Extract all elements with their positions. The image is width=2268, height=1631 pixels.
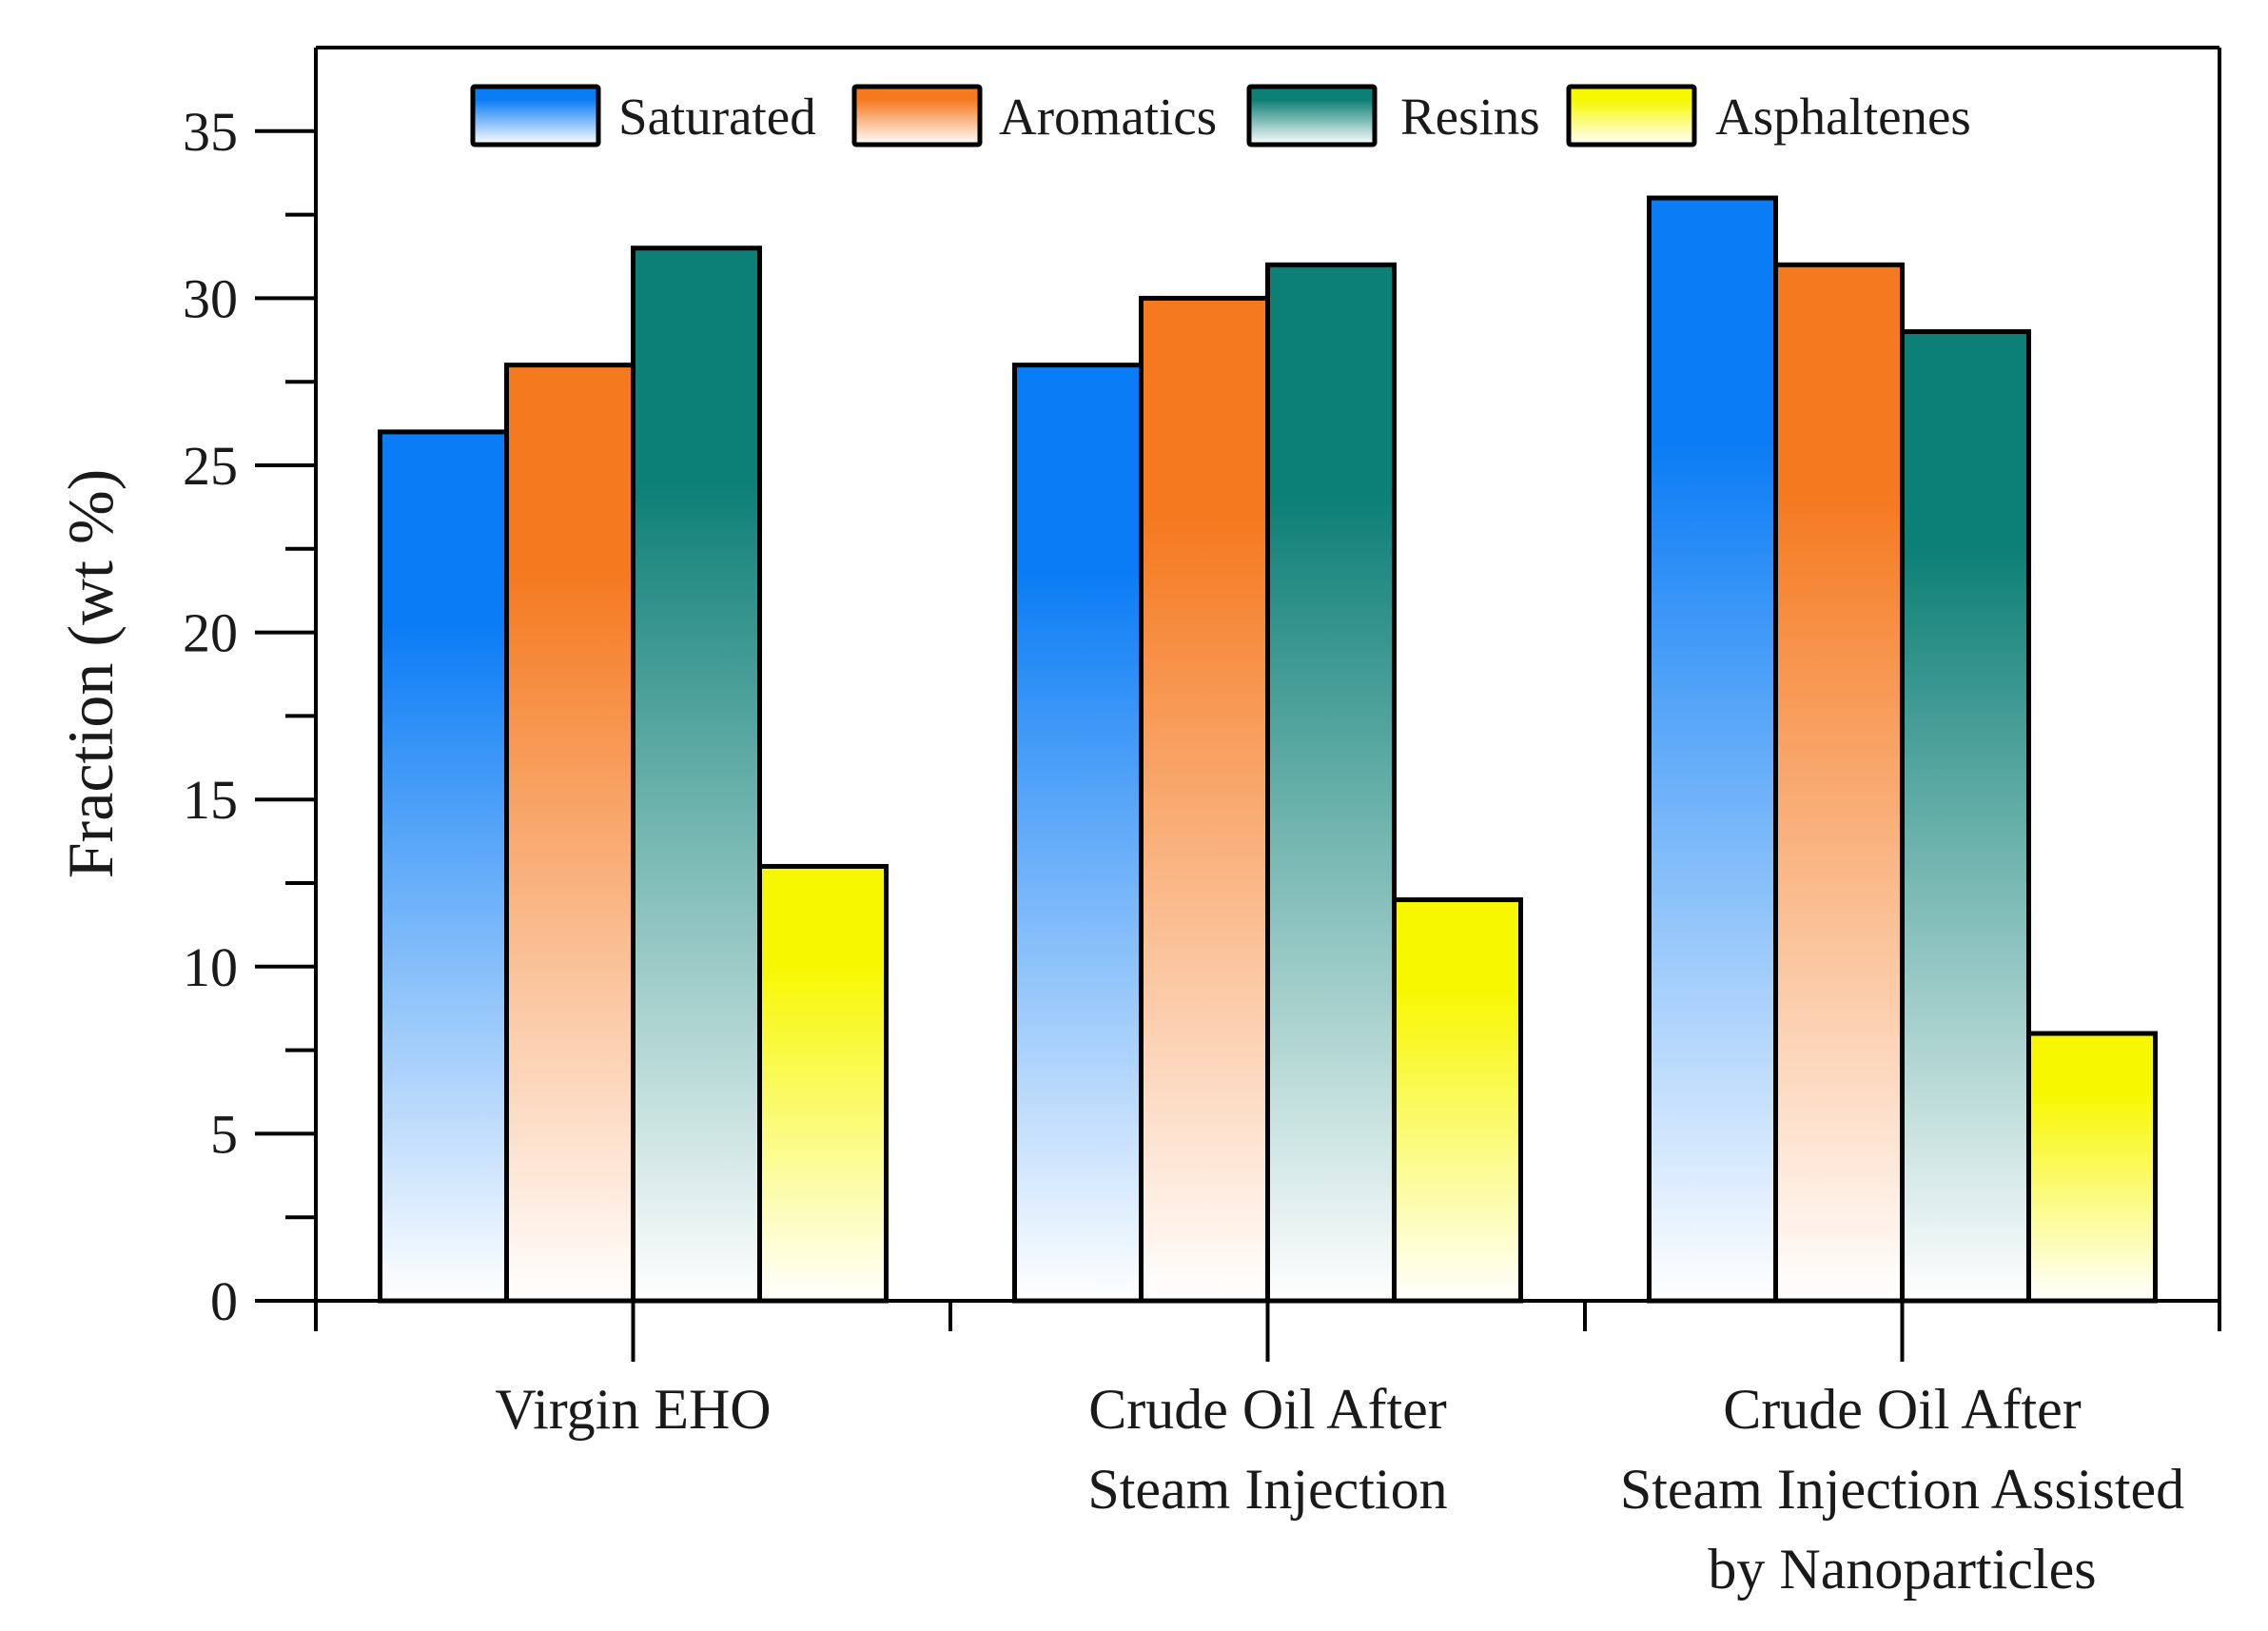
- bar-saturated-1: [378, 429, 509, 1304]
- bar-aromatics-3: [1773, 262, 1905, 1304]
- bar-aromatics-1: [504, 363, 635, 1304]
- y-tick-label-15: 15: [183, 769, 238, 831]
- x-category-label-1-line-1: Virgin EHO: [495, 1378, 771, 1441]
- bar-asphaltenes-1: [757, 863, 889, 1304]
- x-category-label-2-line-1: Crude Oil After: [1088, 1378, 1447, 1441]
- x-category-label-3-line-3: by Nanoparticles: [1708, 1538, 2096, 1601]
- bar-saturated-2: [1012, 363, 1144, 1304]
- bar-resins-3: [1900, 329, 2031, 1304]
- labels-layer: 0 5 10 15 20 25 30 35 Virgin EHO Crude Oil After S…: [54, 101, 2184, 1601]
- legend-label-saturated: Saturated: [618, 88, 816, 146]
- y-tick-label-25: 25: [183, 435, 238, 497]
- y-axis-title: Fraction (wt %): [54, 469, 127, 879]
- bar-asphaltenes-2: [1392, 897, 1523, 1304]
- legend-label-aromatics: Aromatics: [999, 88, 1217, 146]
- legend-swatch-saturated: [470, 84, 601, 147]
- legend-label-asphaltenes: Asphaltenes: [1715, 88, 1971, 146]
- bar-aromatics-2: [1139, 295, 1270, 1304]
- axes-layer: [255, 46, 2221, 1362]
- bar-resins-2: [1265, 262, 1397, 1304]
- legend-swatch-resins: [1246, 84, 1378, 147]
- legend: Saturated Aromatics Resins Asphaltenes: [470, 84, 1971, 147]
- x-category-label-2-line-2: Steam Injection: [1087, 1458, 1447, 1521]
- x-category-label-3-line-1: Crude Oil After: [1723, 1378, 2082, 1441]
- y-tick-label-5: 5: [210, 1103, 238, 1165]
- y-tick-label-30: 30: [183, 267, 238, 329]
- y-tick-label-0: 0: [210, 1270, 238, 1332]
- legend-label-resins: Resins: [1400, 88, 1540, 146]
- x-category-label-3-line-2: Steam Injection Assisted: [1620, 1458, 2184, 1521]
- y-tick-label-35: 35: [183, 101, 238, 163]
- bar-resins-1: [631, 246, 762, 1304]
- bar-saturated-3: [1647, 195, 1778, 1304]
- legend-swatch-aromatics: [851, 84, 983, 147]
- bar-asphaltenes-3: [2026, 1031, 2158, 1304]
- legend-swatch-asphaltenes: [1566, 84, 1697, 147]
- y-tick-label-20: 20: [183, 602, 238, 664]
- y-tick-label-10: 10: [183, 936, 238, 998]
- bars-layer: [378, 195, 2158, 1304]
